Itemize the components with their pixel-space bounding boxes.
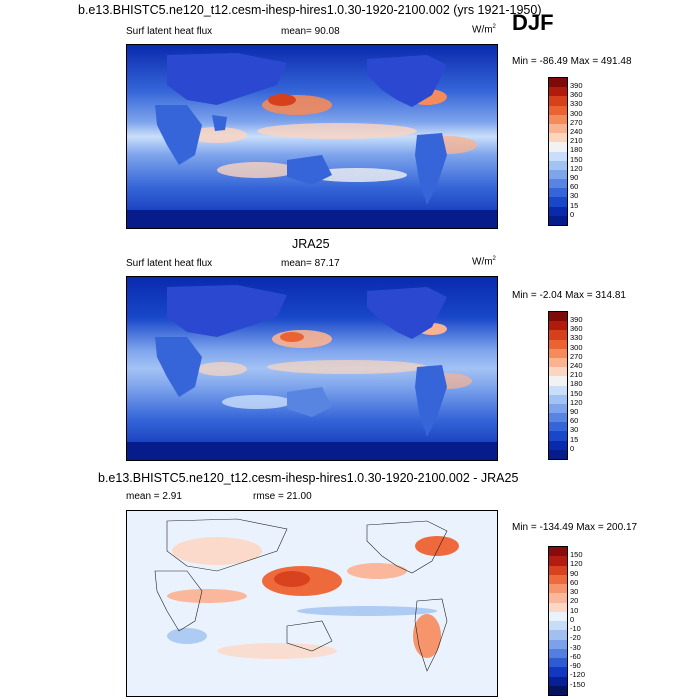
panel1-tick: 360 bbox=[570, 90, 583, 100]
panel3-tick: -120 bbox=[570, 670, 586, 680]
panel3-colorbar bbox=[548, 546, 568, 696]
panel1-mean-label: mean= 90.08 bbox=[281, 26, 340, 37]
panel1-tick: 15 bbox=[570, 200, 579, 210]
panel3-tick: 30 bbox=[570, 587, 579, 596]
panel2-tick: 15 bbox=[570, 434, 579, 444]
panel1-map-field bbox=[127, 45, 497, 228]
panel2-tick: 60 bbox=[570, 416, 579, 426]
panel3-tick: 120 bbox=[570, 559, 583, 569]
panel3-tick: -60 bbox=[570, 651, 581, 661]
panel1-tick: 0 bbox=[570, 209, 575, 219]
panel2-tick: 210 bbox=[570, 370, 583, 380]
panel1-tick: 150 bbox=[570, 154, 583, 164]
panel1-tick: 90 bbox=[570, 173, 579, 182]
panel3-rmse-label: rmse = 21.00 bbox=[253, 491, 312, 502]
panel1-tick: 180 bbox=[570, 145, 583, 155]
panel3-tick: 0 bbox=[570, 614, 575, 624]
panel1-minmax-label: Min = -86.49 Max = 491.48 bbox=[512, 56, 632, 67]
panel3-tick: -10 bbox=[570, 624, 581, 633]
panel2-map bbox=[126, 276, 498, 461]
season-label: DJF bbox=[512, 10, 554, 35]
panel1-tick: 60 bbox=[570, 182, 579, 192]
panel2-mean-label: mean= 87.17 bbox=[281, 258, 340, 269]
panel3-tick: -90 bbox=[570, 661, 581, 670]
panel2-tick: 0 bbox=[570, 443, 575, 453]
panel1-tick: 120 bbox=[570, 163, 583, 173]
panel3-tick: 150 bbox=[570, 550, 583, 559]
panel2-tick: 360 bbox=[570, 324, 583, 334]
panel2-tick: 270 bbox=[570, 351, 583, 361]
panel2-units-label: W/m2 bbox=[472, 256, 496, 268]
panel1-colorbar bbox=[548, 77, 568, 226]
panel2-tick: 390 bbox=[570, 315, 583, 324]
panel2-tick: 30 bbox=[570, 425, 579, 435]
panel1-title: b.e13.BHISTC5.ne120_t12.cesm-ihesp-hires… bbox=[78, 3, 542, 17]
panel2-title: JRA25 bbox=[292, 237, 330, 251]
panel2-minmax-label: Min = -2.04 Max = 314.81 bbox=[512, 290, 626, 301]
panel3-tick: -30 bbox=[570, 642, 581, 652]
panel3-tick: -150 bbox=[570, 679, 586, 689]
panel3-tick: 90 bbox=[570, 568, 579, 578]
panel2-tick: 180 bbox=[570, 379, 583, 389]
panel1-tick: 270 bbox=[570, 117, 583, 127]
panel3-map bbox=[126, 510, 498, 697]
panel3-tick: 60 bbox=[570, 577, 579, 587]
panel1-tick: 210 bbox=[570, 136, 583, 146]
panel1-tick: 330 bbox=[570, 99, 583, 109]
panel3-tick: 20 bbox=[570, 596, 579, 606]
panel3-tick: -20 bbox=[570, 633, 581, 643]
panel1-tick: 30 bbox=[570, 191, 579, 201]
panel2-tick: 150 bbox=[570, 388, 583, 398]
panel1-units-label: W/m2 bbox=[472, 24, 496, 36]
panel1-map bbox=[126, 44, 498, 229]
panel3-map-field bbox=[127, 511, 497, 696]
panel3-mean-label: mean = 2.91 bbox=[126, 491, 182, 502]
panel3-tick: 10 bbox=[570, 605, 579, 615]
panel2-variable-label: Surf latent heat flux bbox=[126, 258, 213, 269]
panel1-tick: 240 bbox=[570, 127, 583, 136]
panel1-tick: 390 bbox=[570, 81, 583, 90]
panel2-colorbar bbox=[548, 311, 568, 460]
panel1-variable-label: Surf latent heat flux bbox=[126, 26, 213, 37]
panel3-minmax-label: Min = -134.49 Max = 200.17 bbox=[512, 522, 638, 533]
panel2-map-field bbox=[127, 277, 497, 460]
panel1-tick: 300 bbox=[570, 108, 583, 118]
panel2-tick: 300 bbox=[570, 342, 583, 352]
panel2-tick: 120 bbox=[570, 397, 583, 407]
panel2-tick: 330 bbox=[570, 333, 583, 343]
panel3-title: b.e13.BHISTC5.ne120_t12.cesm-ihesp-hires… bbox=[98, 471, 519, 485]
panel2-tick: 240 bbox=[570, 361, 583, 370]
panel2-tick: 90 bbox=[570, 407, 579, 416]
